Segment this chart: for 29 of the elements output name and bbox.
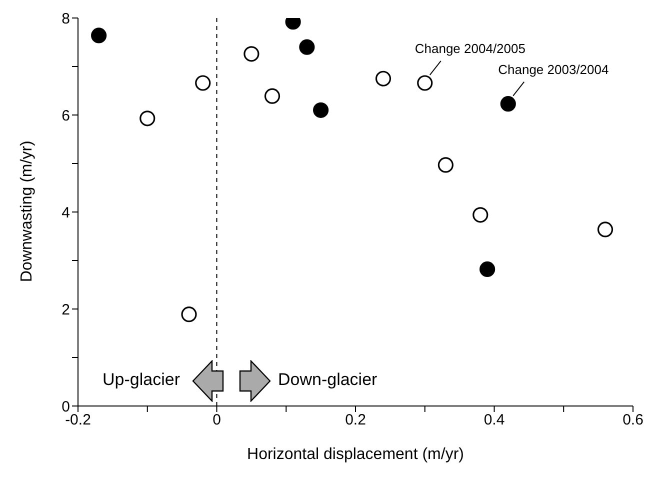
point <box>472 207 488 223</box>
annotation: Change 2004/2005 <box>414 40 526 56</box>
point <box>438 157 454 173</box>
x-tick-label: 0.2 <box>345 412 366 429</box>
point <box>181 306 197 322</box>
x-tick-label: 0.6 <box>622 412 644 429</box>
y-tick-label: 8 <box>62 10 70 28</box>
point <box>195 75 211 91</box>
y-tick-label: 2 <box>62 301 70 318</box>
point <box>597 222 614 238</box>
annotation: Down-glacier <box>278 370 378 390</box>
point <box>417 75 433 91</box>
point <box>500 96 516 112</box>
point <box>140 110 156 126</box>
point <box>480 261 496 278</box>
point <box>91 28 107 44</box>
annotation: Change 2003/2004 <box>498 62 609 77</box>
x-tick-label: 0 <box>212 412 221 429</box>
point <box>244 46 260 62</box>
point <box>375 70 392 86</box>
annotation: Up-glacier <box>102 370 180 390</box>
x-tick-label: 0.4 <box>484 412 505 429</box>
x-axis-title: Horizontal displacement (m/yr) <box>247 446 464 463</box>
point <box>264 88 280 104</box>
y-tick-label: 4 <box>62 204 70 222</box>
y-tick-label: 6 <box>62 107 70 124</box>
point <box>299 39 315 55</box>
y-axis-title: Downwasting (m/yr) <box>18 140 36 282</box>
point <box>313 102 329 118</box>
